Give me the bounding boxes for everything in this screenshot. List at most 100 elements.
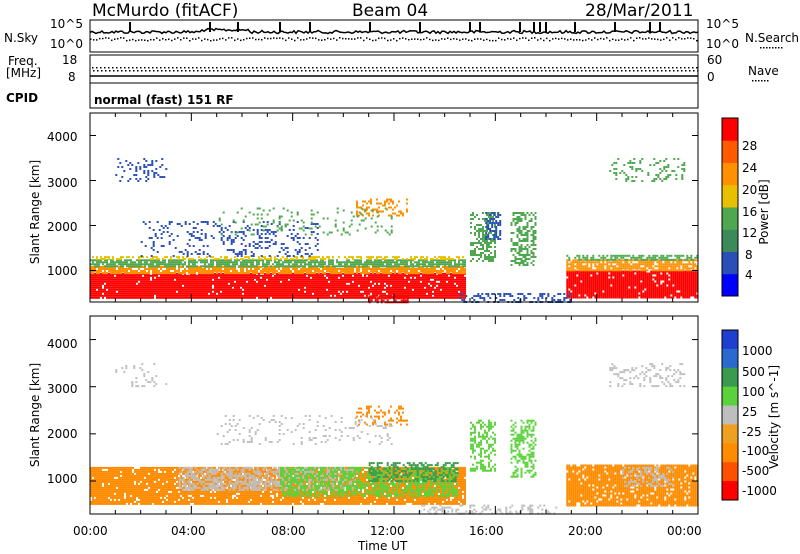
power-echo-red xyxy=(336,296,338,299)
power-echo-red xyxy=(566,282,569,285)
power-echo-red xyxy=(628,282,631,285)
power-echo-red xyxy=(194,282,196,285)
noise-search-dot xyxy=(411,38,413,40)
power-echo-red xyxy=(348,296,350,299)
power-echo-red xyxy=(442,282,444,285)
power-echo-red xyxy=(384,276,386,279)
power-echo-red xyxy=(460,280,462,283)
power-echo-red xyxy=(296,290,298,293)
power-echo-green xyxy=(122,265,124,268)
nave-dot xyxy=(421,70,423,72)
nave-dot xyxy=(601,70,603,72)
power-echo-red xyxy=(148,288,150,291)
power-echo-red xyxy=(358,290,360,293)
freq-dot xyxy=(528,67,530,69)
power-echo-red xyxy=(122,280,124,283)
power-echo-red xyxy=(122,274,124,277)
power-echo-red xyxy=(148,284,150,287)
power-echo-red xyxy=(430,276,432,279)
power-echo-red xyxy=(616,292,619,295)
power-echo-red xyxy=(136,294,138,297)
nave-dot xyxy=(97,70,99,72)
power-echo-orange xyxy=(104,270,106,272)
power-echo-red xyxy=(210,274,212,277)
power-echo-red xyxy=(452,282,454,285)
power-echo-red xyxy=(378,292,380,295)
power-echo-orange xyxy=(448,268,450,270)
power-echo-red xyxy=(598,270,601,273)
power-echo-red xyxy=(452,290,454,293)
power-echo-green xyxy=(380,263,382,266)
power-echo-green xyxy=(264,265,266,268)
power-echo-red xyxy=(652,296,655,299)
power-echo-orange xyxy=(202,268,204,270)
power-echo-orange xyxy=(278,272,280,274)
power-echo-red xyxy=(320,292,322,295)
power-echo-green xyxy=(422,265,424,268)
power-echo-red xyxy=(456,296,458,299)
power-echo-red xyxy=(660,286,663,289)
power-echo-red xyxy=(662,286,665,289)
power-echo-red xyxy=(96,284,98,287)
power-echo-red xyxy=(374,294,376,297)
noise-search-dot xyxy=(285,39,287,42)
power-echo-red xyxy=(594,288,597,291)
power-echo-red xyxy=(114,280,116,283)
power-echo-red xyxy=(98,282,100,285)
power-echo-red xyxy=(214,282,216,285)
power-echo-red xyxy=(114,286,116,289)
power-echo-red xyxy=(180,284,182,287)
power-echo-red xyxy=(590,270,593,273)
power-echo-red xyxy=(250,274,252,277)
power-echo-red xyxy=(654,270,657,273)
power-echo-red xyxy=(96,282,98,285)
power-echo-orange xyxy=(372,270,374,272)
power-echo-orange xyxy=(350,272,352,274)
power-echo-green xyxy=(244,259,246,262)
nave-dot xyxy=(129,70,131,72)
power-echo-red xyxy=(448,290,450,293)
power-echo-red xyxy=(322,290,324,293)
power-echo-green xyxy=(98,263,100,266)
power-echo-red xyxy=(220,274,222,277)
power-echo-red xyxy=(240,294,242,297)
power-echo-red xyxy=(318,294,320,297)
power-echo-orange xyxy=(192,270,194,272)
power-echo-orange xyxy=(190,270,192,272)
power-echo-red xyxy=(458,276,460,279)
power-echo-red xyxy=(354,280,356,283)
noise-search-dot xyxy=(669,39,671,42)
power-echo-red xyxy=(94,292,96,295)
power-echo-green xyxy=(310,265,312,268)
power-echo-red xyxy=(272,278,274,281)
noise-search-dot xyxy=(336,39,338,41)
power-echo-red xyxy=(208,286,210,289)
freq-dot xyxy=(672,67,674,69)
power-echo-red xyxy=(326,274,328,277)
power-echo-red xyxy=(650,272,653,275)
freq-dot xyxy=(184,67,186,69)
power-echo-red xyxy=(410,288,412,291)
power-echo-red xyxy=(400,278,402,281)
power-echo-orange xyxy=(302,272,304,274)
power-echo-red xyxy=(322,276,324,279)
power-echo-red xyxy=(666,288,669,291)
power-echo-red xyxy=(358,274,360,277)
power-echo-red xyxy=(238,276,240,279)
power-echo-red xyxy=(644,290,647,293)
power-echo-green xyxy=(274,261,276,264)
power-echo-red xyxy=(452,296,454,299)
power-echo-green xyxy=(448,259,450,262)
noise-search-dot xyxy=(96,39,98,41)
power-echo-red xyxy=(642,282,645,285)
power-echo-orange xyxy=(452,268,454,270)
power-echo-red xyxy=(266,282,268,285)
freq-dot xyxy=(208,67,210,69)
power-echo-red xyxy=(592,278,595,281)
freq-dot xyxy=(164,67,166,69)
power-echo-red xyxy=(416,282,418,285)
power-echo-orange xyxy=(288,268,290,270)
power-echo-red xyxy=(596,270,599,273)
power-cb-tick-16: 16 xyxy=(742,205,758,219)
power-echo-red xyxy=(140,276,142,279)
